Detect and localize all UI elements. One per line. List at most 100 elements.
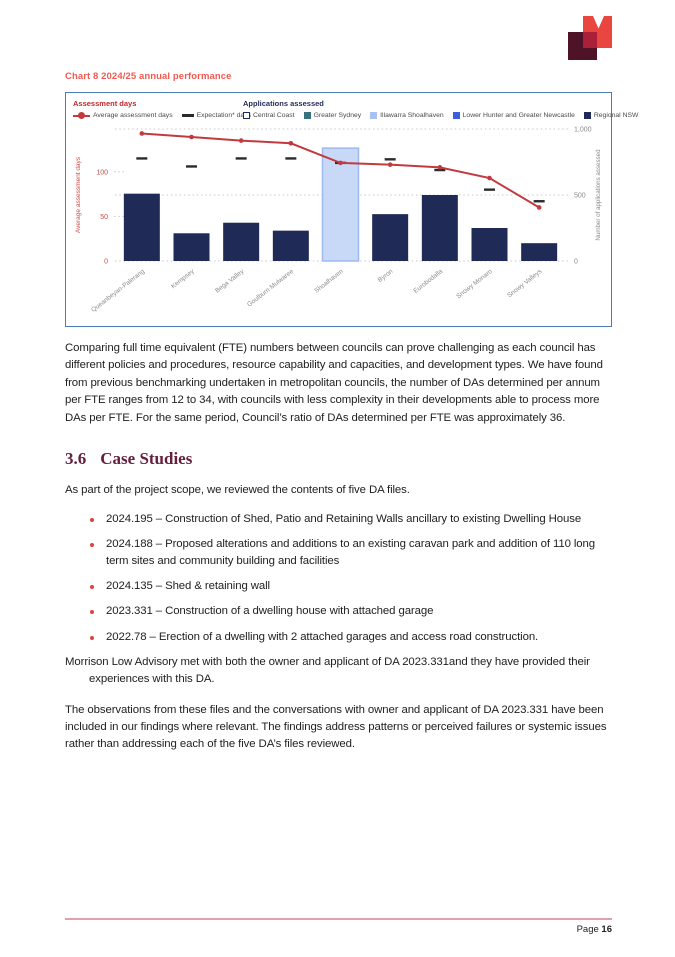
legend-applications-assessed: Applications assessed Central Coast Grea…: [243, 99, 647, 119]
expectation-dash: [136, 157, 148, 160]
average-days-point: [288, 140, 294, 146]
legend-entry-central-coast: Central Coast: [243, 112, 295, 119]
list-item-text: 2023.331 – Construction of a dwelling ho…: [106, 605, 434, 618]
dash-marker-icon: [181, 114, 194, 117]
bar: [173, 233, 210, 261]
right-axis-title: Number of applications assessed: [595, 149, 602, 241]
expectation-dash: [434, 168, 446, 172]
bar: [372, 214, 409, 261]
list-item-text: 2024.188 – Proposed alterations and addi…: [106, 538, 596, 568]
average-days-point: [238, 138, 244, 143]
bullet-icon: [90, 635, 94, 640]
chart-container: Assessment days Average assessment days …: [65, 92, 638, 327]
line-marker-icon: [73, 112, 90, 119]
expectation-dash: [235, 157, 247, 160]
right-axis-tick: 0: [574, 259, 578, 266]
left-axis-tick: 50: [100, 214, 108, 221]
legend-entry-regional-nsw: Regional NSW: [583, 112, 639, 119]
legend-label-lower-hunter: Lower Hunter and Greater Newcastle: [462, 112, 575, 119]
average-days-point: [536, 205, 542, 210]
section-number: 3.6: [65, 449, 87, 469]
section-heading-case-studies: 3.6 Case Studies: [65, 449, 612, 469]
paragraph-observations: The observations from these files and th…: [65, 703, 607, 751]
average-days-point: [189, 134, 194, 140]
legend-entry-expectation-days: Expectation* days: [181, 112, 252, 119]
bullet-icon: [90, 610, 94, 615]
legend-label-regional-nsw: Regional NSW: [593, 112, 639, 119]
list-item-text: 2024.135 – Shed & retaining wall: [106, 580, 270, 593]
paragraph-project-scope: As part of the project scope, we reviewe…: [65, 484, 410, 497]
legend-label-average-days: Average assessment days: [93, 112, 173, 119]
paragraph-morrison-low: Morrison Low Advisory met with both the …: [65, 655, 590, 686]
chart-legend: Assessment days Average assessment days …: [66, 93, 638, 121]
swatch-lower-hunter: [452, 112, 460, 119]
left-axis-tick: 0: [104, 259, 108, 266]
average-days-point: [139, 131, 145, 136]
da-files-list: 2024.195 – Construction of Shed, Patio a…: [65, 511, 612, 646]
x-axis-label: Kempsey: [170, 268, 196, 291]
expectation-dash: [484, 188, 495, 191]
legend-title-assessment: Assessment days: [73, 99, 137, 108]
bar: [421, 195, 458, 261]
x-axis-label: Eurobodalla: [412, 268, 444, 295]
bar: [223, 222, 260, 261]
legend-label-expectation-days: Expectation* days: [196, 112, 252, 119]
morrison-low-logo: [568, 16, 612, 60]
bar: [321, 147, 360, 262]
average-days-point: [338, 160, 343, 166]
legend-assessment-entries: Average assessment days Expectation* day…: [73, 112, 251, 119]
list-item-text: 2022.78 – Erection of a dwelling with 2 …: [106, 630, 539, 643]
paragraph-fte-comparison: Comparing full time equivalent (FTE) num…: [65, 342, 603, 424]
list-item: 2024.135 – Shed & retaining wall: [65, 578, 612, 595]
swatch-illawarra-shoalhaven: [370, 112, 378, 119]
x-axis-label: Queanbeyan-Palerang: [90, 268, 146, 314]
expectation-dash: [384, 158, 396, 161]
legend-label-central-coast: Central Coast: [253, 112, 295, 119]
x-axis-label: Bega Valley: [214, 268, 246, 295]
legend-entry-illawarra-shoalhaven: Illawarra Shoalhaven: [370, 112, 444, 119]
expectation-dash: [285, 157, 297, 160]
list-item: 2023.331 – Construction of a dwelling ho…: [65, 603, 612, 620]
legend-label-illawarra-shoalhaven: Illawarra Shoalhaven: [380, 112, 444, 119]
bullet-icon: [90, 543, 94, 548]
footer-rule: [65, 918, 612, 920]
average-days-point: [437, 165, 443, 170]
swatch-central-coast: [243, 112, 250, 119]
swatch-regional-nsw: [583, 112, 591, 119]
right-axis-tick: 500: [574, 193, 586, 200]
page-footer: Page 16: [65, 918, 612, 935]
chart-caption: Chart 8 2024/25 annual performance: [65, 71, 232, 82]
bullet-icon: [90, 518, 94, 523]
page-number-value: 16: [601, 923, 612, 935]
legend-assessment-days: Assessment days Average assessment days …: [73, 99, 251, 119]
expectation-dash: [533, 200, 545, 203]
legend-title-applications: Applications assessed: [243, 99, 324, 108]
bullet-icon: [90, 585, 94, 590]
bar: [272, 230, 309, 261]
legend-label-greater-sydney: Greater Sydney: [313, 112, 362, 119]
page-content: Chart 8 2024/25 annual performance Asses…: [65, 0, 638, 765]
logo-overlap-square: [583, 32, 597, 48]
chart-canvas: 0 500 1,000 0 50 100 Queanbeyan-Palerang Kempse…: [75, 127, 602, 314]
legend-entry-greater-sydney: Greater Sydney: [303, 112, 362, 119]
list-item: 2024.188 – Proposed alterations and addi…: [65, 536, 612, 570]
bar: [521, 243, 558, 261]
bar: [123, 193, 160, 261]
list-item: 2024.195 – Construction of Shed, Patio a…: [65, 511, 612, 528]
swatch-greater-sydney: [303, 112, 311, 119]
section-title: Case Studies: [100, 449, 193, 469]
right-axis-tick: 1,000: [574, 127, 592, 134]
bar: [471, 228, 508, 261]
dot-marker-icon: [78, 112, 85, 119]
legend-entry-average-days: Average assessment days: [73, 112, 173, 119]
x-axis-label: Snowy Valleys: [506, 268, 544, 300]
x-axis-label: Shoalhaven: [313, 268, 345, 295]
average-days-point: [387, 162, 393, 167]
legend-entry-lower-hunter: Lower Hunter and Greater Newcastle: [452, 112, 575, 119]
list-item: 2022.78 – Erection of a dwelling with 2 …: [65, 629, 612, 646]
page-number: Page 16: [65, 924, 612, 935]
average-days-point: [487, 175, 492, 181]
left-axis-tick: 100: [96, 169, 108, 176]
left-axis-title: Average assessment days: [75, 156, 82, 233]
